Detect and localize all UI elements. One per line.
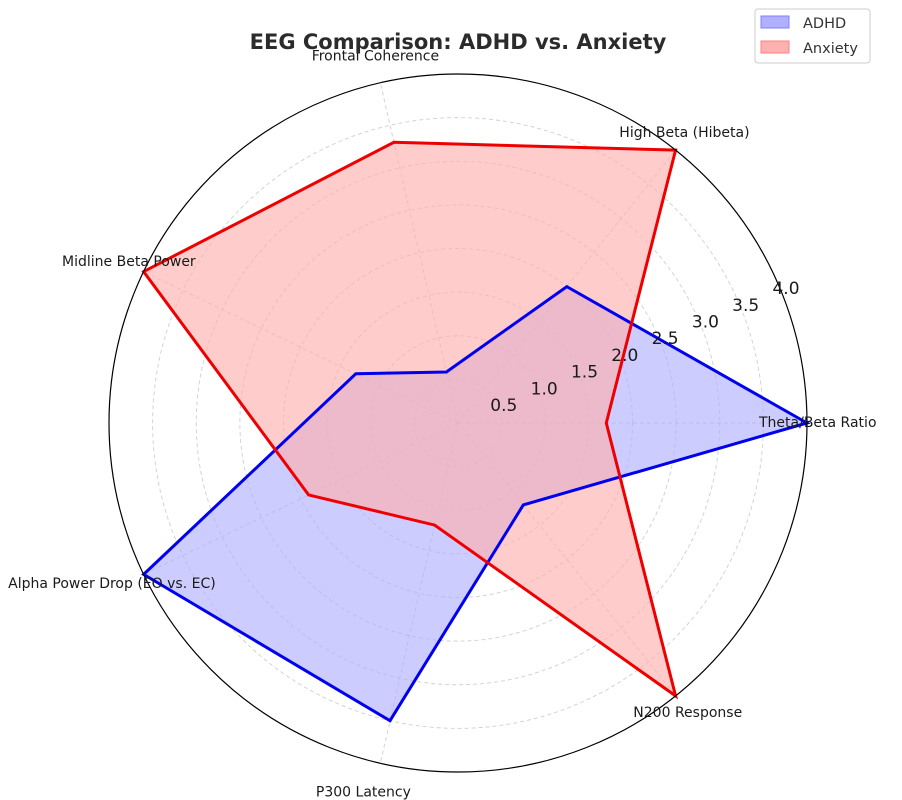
radial-tick-label: 4.0 — [772, 279, 799, 299]
series-line-adhd — [141, 284, 811, 723]
series-area-anxiety — [143, 142, 676, 696]
radial-tick-label: 1.5 — [571, 363, 598, 383]
legend-swatch-anxiety — [760, 40, 790, 54]
label-layer: 0.5 1.0 1.5 2.0 2.5 3.0 3.5 4.0 Theta/Beta Ratio… — [8, 48, 876, 800]
radial-tick-label: 2.0 — [611, 346, 638, 366]
category-label: P300 Latency — [316, 785, 411, 800]
legend-swatch-adhd — [760, 15, 790, 29]
series-layer — [141, 140, 811, 723]
category-label: Alpha Power Drop (EO vs. EC) — [8, 576, 216, 592]
radial-tick-label: 3.0 — [692, 313, 719, 333]
category-label: Frontal Coherence — [312, 48, 439, 64]
category-label: N200 Response — [633, 705, 742, 721]
radial-tick-label: 1.0 — [531, 379, 558, 399]
radial-tick-label: 3.5 — [732, 296, 759, 316]
legend: ADHD Anxiety — [754, 8, 871, 64]
radial-tick-label: 0.5 — [490, 396, 517, 416]
legend-label-anxiety: Anxiety — [803, 41, 858, 57]
category-label: Theta/Beta Ratio — [758, 415, 877, 431]
category-label: High Beta (Hibeta) — [619, 125, 749, 141]
frame-layer — [108, 73, 808, 773]
series-line-anxiety — [141, 140, 679, 700]
category-label: Midline Beta Power — [62, 254, 196, 270]
radial-tick-label: 2.5 — [652, 329, 679, 349]
chart-title: EEG Comparison: ADHD vs. Anxiety — [250, 30, 667, 54]
polar-frame — [108, 73, 808, 773]
legend-label-adhd: ADHD — [803, 16, 846, 32]
